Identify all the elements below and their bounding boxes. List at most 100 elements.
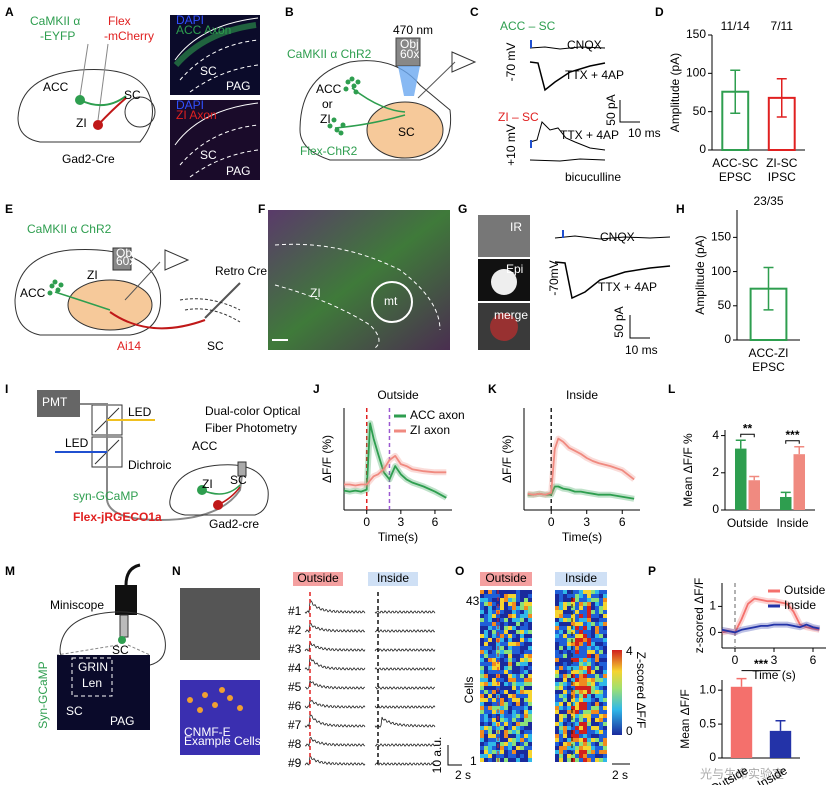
heat-cell [583, 654, 587, 658]
heat-cell [520, 690, 524, 694]
heat-cell [567, 714, 571, 718]
heat-cell [516, 714, 520, 718]
label: Ai14 [117, 339, 141, 353]
electrode [124, 261, 161, 301]
heat-cell [500, 702, 504, 706]
x-tick-label: 6 [619, 515, 626, 529]
heat-cell [555, 638, 559, 642]
label: Miniscope [50, 598, 104, 612]
trace [374, 610, 436, 614]
label: 10 ms [628, 126, 661, 140]
trace [374, 762, 436, 766]
heat-cell [516, 634, 520, 638]
heat-cell [559, 726, 563, 730]
heat-cell [492, 758, 496, 762]
heat-cell [504, 686, 508, 690]
trace [374, 686, 436, 690]
heat-cell [559, 758, 563, 762]
heat-cell [587, 690, 591, 694]
heat-cell [583, 658, 587, 662]
heat-cell [504, 726, 508, 730]
trace [304, 699, 366, 709]
heat-cell [567, 690, 571, 694]
heat-cell [559, 734, 563, 738]
cell-dot [212, 702, 218, 708]
heat-cell [528, 698, 532, 702]
heat-cell [520, 598, 524, 602]
heat-cell [492, 742, 496, 746]
heat-cell [504, 662, 508, 666]
heat-cell [524, 626, 528, 630]
heat-cell [563, 730, 567, 734]
heat-cell [504, 598, 508, 602]
heat-cell [555, 722, 559, 726]
heat-cell [587, 642, 591, 646]
heat-cell [591, 694, 595, 698]
heat-cell [528, 726, 532, 730]
heat-cell [484, 614, 488, 618]
heat-cell [579, 726, 583, 730]
heat-cell [595, 654, 599, 658]
x-tick-label: EPSC [719, 170, 752, 184]
heat-cell [567, 602, 571, 606]
x-tick-label: IPSC [768, 170, 796, 184]
heat-cell [516, 670, 520, 674]
label: #8 [288, 737, 302, 751]
y-axis-label: Mean ΔF/F % [681, 433, 695, 507]
heat-cell [484, 734, 488, 738]
heat-cell [575, 730, 579, 734]
heat-cell [524, 650, 528, 654]
heat-cell [508, 622, 512, 626]
heat-cell [579, 670, 583, 674]
y-tick-label: 0.5 [699, 716, 716, 730]
heat-cell [480, 746, 484, 750]
label: #1 [288, 604, 302, 618]
heat-cell [484, 750, 488, 754]
heat-cell [488, 710, 492, 714]
heat-cell [524, 666, 528, 670]
label: 10 ms [625, 343, 658, 357]
heat-cell [484, 670, 488, 674]
objective [112, 247, 132, 271]
heat-cell [524, 594, 528, 598]
label: or [322, 97, 333, 111]
heat-cell [583, 702, 587, 706]
label: Gad2-Cre [62, 152, 115, 166]
heat-cell [591, 678, 595, 682]
heat-cell [603, 710, 607, 714]
heat-cell [579, 606, 583, 610]
heat-cell [555, 630, 559, 634]
heat-cell [524, 606, 528, 610]
heat-cell [579, 750, 583, 754]
heat-cell [488, 602, 492, 606]
heat-cell [516, 662, 520, 666]
fiber [237, 461, 247, 477]
heat-cell [595, 606, 599, 610]
heat-cell [587, 658, 591, 662]
injector [204, 282, 241, 319]
heat-cell [504, 670, 508, 674]
heat-cell [571, 698, 575, 702]
heat-cell [591, 698, 595, 702]
slice [67, 279, 153, 331]
heat-cell [567, 754, 571, 758]
heat-cell [567, 742, 571, 746]
heat-cell [480, 646, 484, 650]
trace [304, 623, 366, 634]
heat-cell [524, 658, 528, 662]
heat-cell [563, 618, 567, 622]
heat-cell [512, 682, 516, 686]
y-tick-label: 0 [712, 502, 719, 516]
heat-cell [512, 734, 516, 738]
heat-cell [603, 694, 607, 698]
heat-cell [508, 738, 512, 742]
heat-cell [603, 670, 607, 674]
heat-cell [575, 666, 579, 670]
heat-cell [579, 754, 583, 758]
heat-cell [559, 622, 563, 626]
heat-cell [591, 734, 595, 738]
trace [374, 667, 436, 671]
heat-cell [528, 670, 532, 674]
heat-cell [488, 686, 492, 690]
heat-cell [508, 642, 512, 646]
